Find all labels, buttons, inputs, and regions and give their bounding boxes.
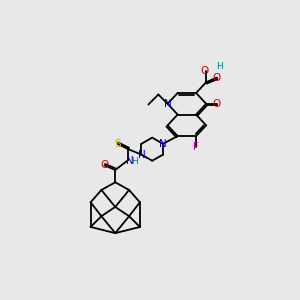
Text: N: N [159,139,167,149]
Text: N: N [164,99,172,109]
Text: O: O [213,99,221,109]
Text: N: N [126,156,134,166]
Text: H: H [216,62,223,71]
Text: F: F [193,142,199,152]
Text: O: O [100,160,109,170]
Text: H: H [131,157,138,166]
Text: N: N [138,150,145,160]
Text: S: S [114,139,121,149]
Text: O: O [200,66,209,76]
Text: O: O [213,73,221,82]
